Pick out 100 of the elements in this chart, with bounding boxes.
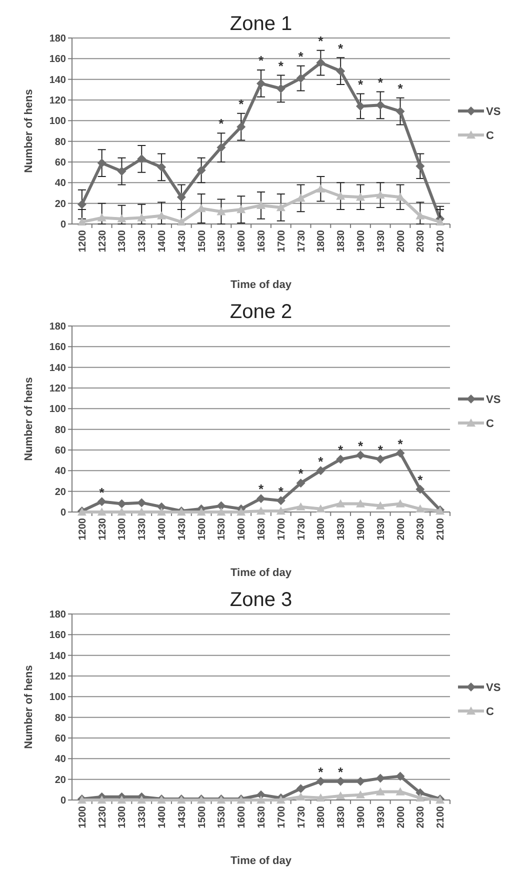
x-tick-label: 1430 [176, 518, 188, 540]
y-tick-label: 140 [49, 362, 66, 374]
x-tick-label: 1630 [256, 806, 268, 828]
y-tick-label: 140 [49, 650, 66, 662]
x-tick-label: 1730 [296, 518, 308, 540]
x-tick-label: 1830 [336, 518, 348, 540]
x-tick-label: 1400 [157, 518, 168, 540]
legend-label: C [486, 706, 494, 718]
x-tick-label: 2030 [416, 230, 427, 252]
x-tick-label: 1900 [356, 518, 367, 540]
legend-label: VS [486, 394, 501, 406]
x-tick-label: 1900 [356, 806, 367, 828]
x-tick-label: 1500 [196, 518, 208, 540]
y-tick-label: 100 [49, 404, 66, 416]
y-tick-label: 100 [49, 692, 66, 704]
annotation: * [278, 58, 284, 74]
x-tick-label: 1430 [176, 806, 188, 828]
annotation: * [398, 81, 404, 96]
annotation: * [238, 96, 245, 112]
annotation: * [298, 466, 304, 482]
chart-title: Zone 1 [230, 13, 292, 35]
x-axis-title: Time of day [230, 855, 292, 867]
x-tick-label: 1430 [176, 230, 188, 252]
y-tick-label: 100 [49, 116, 66, 128]
x-tick-label: 1330 [137, 518, 148, 540]
y-tick-label: 40 [54, 466, 66, 478]
x-tick-label: 1230 [97, 230, 108, 252]
annotation: * [298, 49, 304, 64]
annotation: * [318, 764, 324, 780]
y-tick-label: 20 [54, 198, 66, 210]
x-axis-title: Time of day [230, 279, 292, 291]
x-tick-label: 1500 [196, 230, 208, 252]
x-tick-label: 1630 [256, 518, 268, 540]
legend-label: C [486, 418, 494, 430]
x-tick-label: 2030 [416, 518, 427, 540]
annotation: * [338, 764, 344, 780]
legend-label: VS [486, 106, 501, 118]
y-tick-label: 180 [49, 322, 66, 332]
x-tick-label: 1930 [376, 518, 387, 540]
x-tick-label: 1800 [316, 518, 328, 540]
x-tick-label: 1200 [77, 806, 88, 828]
annotation: * [258, 53, 264, 68]
x-tick-label: 1330 [137, 806, 148, 828]
y-tick-label: 20 [54, 774, 66, 786]
y-tick-label: 0 [60, 796, 66, 806]
annotation: * [338, 40, 344, 56]
y-tick-label: 160 [49, 342, 66, 354]
x-tick-label: 1930 [376, 230, 387, 252]
x-tick-label: 1700 [276, 230, 288, 252]
x-tick-label: 1630 [256, 230, 268, 252]
annotation: * [218, 116, 225, 132]
y-tick-label: 20 [54, 486, 66, 498]
y-tick-label: 160 [49, 54, 66, 66]
chart-title: Zone 2 [230, 301, 292, 323]
x-tick-label: 1500 [196, 806, 208, 828]
annotation: * [318, 454, 324, 469]
x-tick-label: 1700 [276, 518, 288, 540]
legend-label: VS [486, 682, 501, 694]
annotation: * [398, 436, 404, 452]
x-tick-label: 1530 [216, 230, 228, 252]
y-tick-label: 80 [54, 424, 66, 436]
y-tick-label: 80 [54, 712, 66, 724]
y-axis-title: Number of hens [23, 377, 35, 461]
annotation: * [418, 472, 424, 488]
x-tick-label: 1530 [216, 518, 228, 540]
annotation: * [358, 76, 364, 92]
annotation: * [258, 482, 264, 497]
x-tick-label: 1900 [356, 230, 367, 252]
x-tick-label: 1200 [77, 230, 88, 252]
x-tick-label: 1300 [117, 806, 128, 828]
x-tick-label: 2100 [436, 518, 447, 540]
y-tick-label: 140 [49, 74, 66, 86]
x-tick-label: 2000 [396, 230, 407, 252]
y-tick-label: 80 [54, 136, 66, 148]
x-tick-label: 2000 [396, 806, 407, 828]
annotation: * [358, 438, 364, 454]
x-tick-label: 1800 [316, 230, 328, 252]
x-tick-label: 1730 [296, 230, 308, 252]
x-tick-label: 2100 [436, 230, 447, 252]
y-tick-label: 60 [54, 734, 66, 744]
y-tick-label: 0 [60, 508, 66, 518]
x-tick-label: 1600 [236, 806, 248, 828]
x-tick-label: 1230 [97, 518, 108, 540]
x-tick-label: 1400 [157, 230, 168, 252]
x-tick-label: 1530 [216, 806, 228, 828]
x-tick-label: 1830 [336, 230, 348, 252]
x-tick-label: 1600 [236, 518, 248, 540]
y-tick-label: 40 [54, 754, 66, 766]
y-tick-label: 180 [49, 34, 66, 44]
x-tick-label: 2100 [436, 806, 447, 828]
y-tick-label: 160 [49, 630, 66, 642]
x-tick-label: 1600 [236, 230, 248, 252]
y-tick-label: 120 [49, 672, 66, 682]
y-axis-title: Number of hens [23, 665, 35, 749]
y-tick-label: 60 [54, 158, 66, 168]
y-tick-label: 0 [60, 220, 66, 230]
x-tick-label: 1300 [117, 518, 128, 540]
x-tick-label: 2030 [416, 806, 427, 828]
x-tick-label: 2000 [396, 518, 407, 540]
x-tick-label: 1230 [97, 806, 108, 828]
